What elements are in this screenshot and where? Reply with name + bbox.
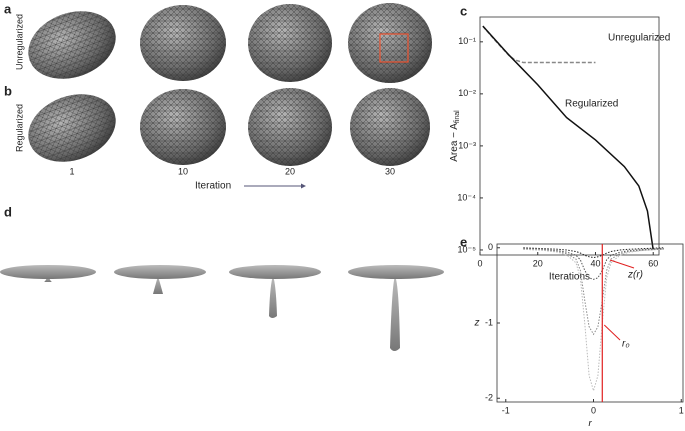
y-tick-label: -2 — [485, 393, 493, 403]
panel-label: d — [4, 204, 12, 219]
y-axis-label: z — [474, 318, 480, 329]
series-label: Unregularized — [608, 33, 670, 44]
panel-label: a — [4, 1, 12, 16]
x-tick-label: 60 — [648, 258, 658, 268]
panel-label: c — [460, 3, 467, 18]
curve-pointer — [609, 259, 635, 269]
curve-label: z(r) — [627, 270, 643, 281]
iteration-label: 20 — [285, 166, 295, 176]
panel-label: b — [4, 83, 12, 98]
iteration-label: 1 — [69, 166, 74, 176]
charts: 0 20 40 60 10⁻¹ 10⁻² 10⁻³ 10⁻⁴ 10⁻⁵ Iterations Are… — [449, 16, 684, 430]
x-axis-label: Iterations — [549, 272, 590, 283]
series-label: Regularized — [565, 99, 618, 110]
y-tick-label: 10⁻¹ — [458, 36, 476, 46]
iteration-axis: Iteration — [195, 181, 231, 192]
x-tick-label: -1 — [502, 405, 510, 415]
y-axis-label-sub: final — [454, 110, 461, 123]
x-axis-label: r — [588, 419, 592, 426]
x-tick-label: 1 — [679, 405, 684, 415]
y-tick-label: 0 — [488, 242, 493, 252]
plot-frame — [479, 16, 660, 256]
x-tick-label: 0 — [477, 258, 482, 268]
series-line — [523, 248, 664, 280]
iteration-label: 10 — [178, 166, 188, 176]
spheres — [28, 3, 432, 166]
series-line — [482, 25, 654, 251]
series-line — [523, 248, 664, 336]
y-tick-label: 10⁻⁴ — [457, 192, 476, 202]
x-tick-label: 0 — [591, 405, 596, 415]
row-label: Regularized — [14, 104, 24, 152]
y-tick-label: 10⁻² — [458, 88, 476, 98]
panel-label: e — [460, 234, 467, 249]
row-label: Unregularized — [14, 14, 24, 70]
arrow — [244, 183, 306, 189]
r0-pointer — [603, 324, 621, 341]
iteration-label: 30 — [385, 166, 395, 176]
membranes — [0, 265, 444, 351]
y-axis-label-main: Area − A — [449, 123, 460, 162]
r0-label: r₀ — [622, 339, 630, 350]
x-tick-label: 20 — [533, 258, 543, 268]
y-tick-label: -1 — [485, 317, 493, 327]
y-tick-label: 10⁻³ — [458, 140, 476, 150]
y-tick-label: 10⁻⁵ — [458, 244, 477, 254]
x-tick-label: 40 — [590, 258, 600, 268]
y-axis-label: Area − Afinal — [449, 110, 461, 162]
